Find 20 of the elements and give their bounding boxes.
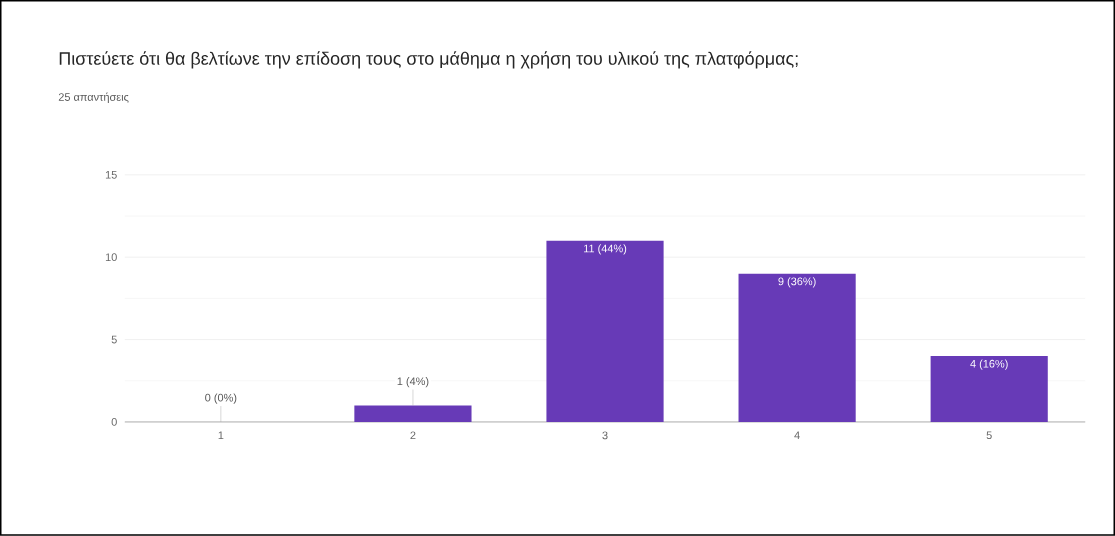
data-label: 9 (36%) xyxy=(778,277,816,288)
data-label: 11 (44%) xyxy=(584,244,627,255)
data-label: 4 (16%) xyxy=(970,359,1008,370)
x-tick-label: 3 xyxy=(602,431,608,440)
y-tick-label: 5 xyxy=(111,335,117,344)
x-tick-label: 5 xyxy=(986,431,992,440)
data-label: 1 (4%) xyxy=(397,377,429,388)
bar xyxy=(930,356,1048,423)
y-tick-label: 15 xyxy=(105,171,117,179)
bar xyxy=(546,240,664,423)
bar xyxy=(354,405,472,423)
y-tick-label: 10 xyxy=(105,253,117,262)
bar xyxy=(738,273,856,423)
x-tick-label: 1 xyxy=(218,431,224,440)
chart-subtitle: 25 απαντήσεις xyxy=(58,92,129,104)
y-tick-label: 0 xyxy=(111,418,117,426)
x-tick-label: 2 xyxy=(410,431,416,440)
x-tick-label: 4 xyxy=(794,431,800,440)
chart-title: Πιστεύετε ότι θα βελτίωνε την επίδοση τους στο μάθημα η χρήση του υλικού της πλατφόρμας; xyxy=(59,51,798,69)
data-label: 0 (0%) xyxy=(205,393,237,404)
